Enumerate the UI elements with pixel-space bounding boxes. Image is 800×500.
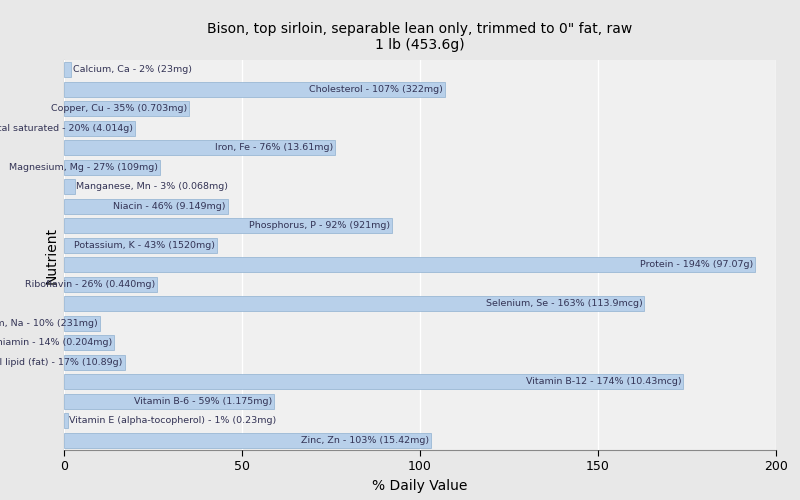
Bar [64, 238, 217, 252]
Text: Total lipid (fat) - 17% (10.89g): Total lipid (fat) - 17% (10.89g) [0, 358, 122, 367]
Bar [64, 277, 157, 291]
Text: Vitamin E (alpha-tocopherol) - 1% (0.23mg): Vitamin E (alpha-tocopherol) - 1% (0.23m… [70, 416, 277, 425]
Bar [64, 414, 67, 428]
Text: Zinc, Zn - 103% (15.42mg): Zinc, Zn - 103% (15.42mg) [301, 436, 429, 445]
Text: Calcium, Ca - 2% (23mg): Calcium, Ca - 2% (23mg) [73, 65, 192, 74]
Bar [64, 62, 71, 77]
Text: Niacin - 46% (9.149mg): Niacin - 46% (9.149mg) [114, 202, 226, 211]
Text: Protein - 194% (97.07g): Protein - 194% (97.07g) [640, 260, 753, 269]
Bar [64, 218, 391, 233]
Text: Potassium, K - 43% (1520mg): Potassium, K - 43% (1520mg) [74, 241, 215, 250]
X-axis label: % Daily Value: % Daily Value [372, 479, 468, 493]
Text: Vitamin B-6 - 59% (1.175mg): Vitamin B-6 - 59% (1.175mg) [134, 397, 272, 406]
Text: Thiamin - 14% (0.204mg): Thiamin - 14% (0.204mg) [0, 338, 112, 347]
Bar [64, 433, 430, 448]
Bar [64, 102, 189, 116]
Bar [64, 140, 334, 155]
Text: Phosphorus, P - 92% (921mg): Phosphorus, P - 92% (921mg) [249, 221, 390, 230]
Title: Bison, top sirloin, separable lean only, trimmed to 0" fat, raw
1 lb (453.6g): Bison, top sirloin, separable lean only,… [207, 22, 633, 52]
Text: Sodium, Na - 10% (231mg): Sodium, Na - 10% (231mg) [0, 319, 98, 328]
Text: Manganese, Mn - 3% (0.068mg): Manganese, Mn - 3% (0.068mg) [77, 182, 229, 191]
Bar [64, 374, 683, 389]
Text: Riboflavin - 26% (0.440mg): Riboflavin - 26% (0.440mg) [25, 280, 154, 289]
Text: Copper, Cu - 35% (0.703mg): Copper, Cu - 35% (0.703mg) [50, 104, 187, 114]
Bar [64, 394, 274, 408]
Bar [64, 316, 99, 330]
Bar [64, 336, 114, 350]
Text: Cholesterol - 107% (322mg): Cholesterol - 107% (322mg) [310, 84, 443, 94]
Bar [64, 180, 74, 194]
Y-axis label: Nutrient: Nutrient [45, 226, 58, 283]
Bar [64, 121, 135, 136]
Bar [64, 199, 228, 214]
Text: Selenium, Se - 163% (113.9mcg): Selenium, Se - 163% (113.9mcg) [486, 299, 642, 308]
Text: Iron, Fe - 76% (13.61mg): Iron, Fe - 76% (13.61mg) [214, 143, 333, 152]
Bar [64, 258, 754, 272]
Text: Vitamin B-12 - 174% (10.43mcg): Vitamin B-12 - 174% (10.43mcg) [526, 378, 682, 386]
Bar [64, 296, 644, 311]
Bar [64, 160, 160, 174]
Bar [64, 355, 125, 370]
Text: Fatty acids, total saturated - 20% (4.014g): Fatty acids, total saturated - 20% (4.01… [0, 124, 134, 132]
Bar [64, 82, 445, 96]
Text: Magnesium, Mg - 27% (109mg): Magnesium, Mg - 27% (109mg) [10, 163, 158, 172]
